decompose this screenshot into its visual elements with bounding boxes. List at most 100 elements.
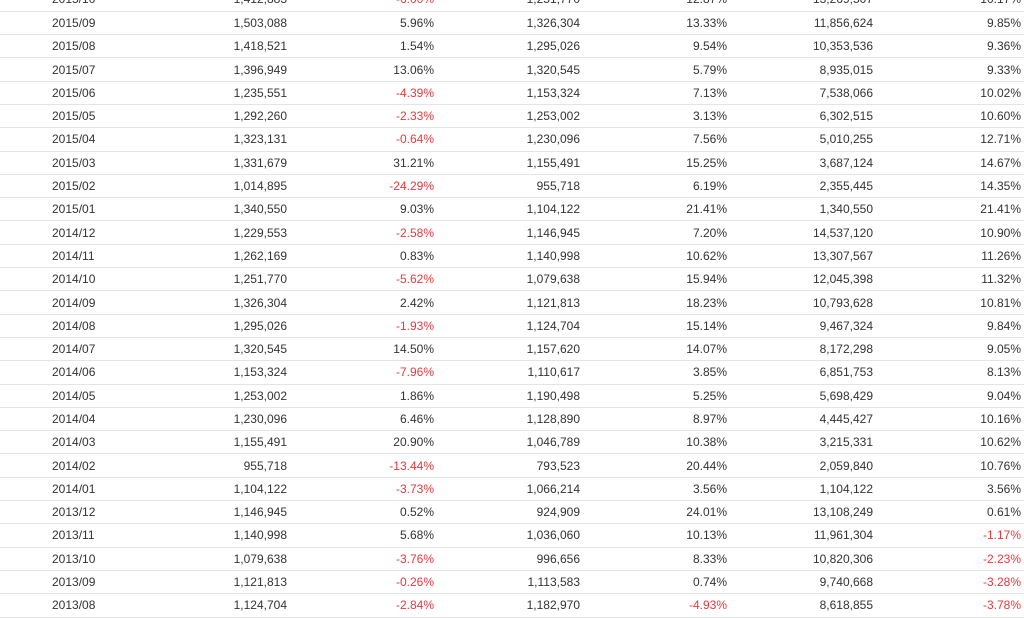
prior-year-value-cell: 1,320,545 bbox=[437, 57, 583, 82]
prior-year-value-cell: 1,190,498 bbox=[437, 384, 583, 408]
change-cell: -13.44% bbox=[290, 453, 437, 478]
cumulative-value-cell: 3,687,124 bbox=[730, 151, 876, 175]
cumulative-change-cell: 9.04% bbox=[876, 384, 1024, 408]
value-cell: 1,320,545 bbox=[145, 337, 290, 362]
change-cell: -6.00% bbox=[290, 0, 437, 12]
cumulative-value-cell: 5,010,255 bbox=[730, 127, 876, 152]
yoy-change-cell: 7.20% bbox=[583, 220, 730, 245]
prior-year-value-cell: 1,110,617 bbox=[437, 360, 583, 385]
value-cell: 1,331,679 bbox=[145, 151, 290, 175]
change-cell: -24.29% bbox=[290, 174, 437, 199]
value-cell: 1,104,122 bbox=[145, 477, 290, 502]
value-cell: 1,079,638 bbox=[145, 547, 290, 571]
yoy-change-cell: 15.14% bbox=[583, 314, 730, 338]
cumulative-change-cell: -3.78% bbox=[876, 593, 1024, 618]
change-cell: -2.33% bbox=[290, 104, 437, 129]
cumulative-change-cell: 3.56% bbox=[876, 477, 1024, 502]
cumulative-value-cell: 2,355,445 bbox=[730, 174, 876, 199]
month-cell: 2013/12 bbox=[0, 500, 145, 525]
yoy-change-cell: 10.13% bbox=[583, 523, 730, 548]
month-cell: 2015/09 bbox=[0, 11, 145, 36]
month-cell: 2015/07 bbox=[0, 57, 145, 82]
value-cell: 1,153,324 bbox=[145, 360, 290, 385]
yoy-change-cell: 0.74% bbox=[583, 570, 730, 595]
table-row: 2014/12 1,229,553 -2.58% 1,146,945 7.20% 14,5… bbox=[0, 220, 1024, 245]
value-cell: 955,718 bbox=[145, 453, 290, 478]
month-cell: 2014/04 bbox=[0, 407, 145, 432]
yoy-change-cell: 7.56% bbox=[583, 127, 730, 152]
table-row: 2014/01 1,104,122 -3.73% 1,066,214 3.56% 1,10… bbox=[0, 477, 1024, 502]
change-cell: -2.58% bbox=[290, 220, 437, 245]
value-cell: 1,292,260 bbox=[145, 104, 290, 129]
change-cell: 2.42% bbox=[290, 290, 437, 315]
cumulative-change-cell: 10.76% bbox=[876, 453, 1024, 478]
table-row: 2015/09 1,503,088 5.96% 1,326,304 13.33% 11,8… bbox=[0, 11, 1024, 36]
cumulative-value-cell: 6,302,515 bbox=[730, 104, 876, 129]
month-cell: 2014/11 bbox=[0, 244, 145, 269]
value-cell: 1,230,096 bbox=[145, 407, 290, 432]
table-row: 2014/08 1,295,026 -1.93% 1,124,704 15.14% 9,4… bbox=[0, 314, 1024, 338]
table-row: 2015/04 1,323,131 -0.64% 1,230,096 7.56% 5,01… bbox=[0, 127, 1024, 152]
yoy-change-cell: 18.23% bbox=[583, 290, 730, 315]
table-row: 2014/10 1,251,770 -5.62% 1,079,638 15.94% 12,… bbox=[0, 267, 1024, 292]
change-cell: 0.52% bbox=[290, 500, 437, 525]
cumulative-change-cell: 10.17% bbox=[876, 0, 1024, 12]
prior-year-value-cell: 793,523 bbox=[437, 453, 583, 478]
cumulative-change-cell: 14.35% bbox=[876, 174, 1024, 199]
yoy-change-cell: 5.79% bbox=[583, 57, 730, 82]
cumulative-value-cell: 12,045,398 bbox=[730, 267, 876, 292]
table-row: 2015/08 1,418,521 1.54% 1,295,026 9.54% 10,35… bbox=[0, 34, 1024, 59]
yoy-change-cell: 12.87% bbox=[583, 0, 730, 12]
yoy-change-cell: 3.13% bbox=[583, 104, 730, 129]
change-cell: 1.54% bbox=[290, 34, 437, 59]
cumulative-value-cell: 3,215,331 bbox=[730, 430, 876, 455]
cumulative-change-cell: 9.36% bbox=[876, 34, 1024, 59]
change-cell: -2.84% bbox=[290, 593, 437, 618]
cumulative-change-cell: 10.81% bbox=[876, 290, 1024, 315]
change-cell: 9.03% bbox=[290, 197, 437, 222]
cumulative-change-cell: 21.41% bbox=[876, 197, 1024, 222]
month-cell: 2015/01 bbox=[0, 197, 145, 222]
cumulative-value-cell: 5,698,429 bbox=[730, 384, 876, 408]
change-cell: 14.50% bbox=[290, 337, 437, 362]
prior-year-value-cell: 1,253,002 bbox=[437, 104, 583, 129]
table-row: 2015/06 1,235,551 -4.39% 1,153,324 7.13% 7,53… bbox=[0, 81, 1024, 105]
change-cell: -3.73% bbox=[290, 477, 437, 502]
value-cell: 1,262,169 bbox=[145, 244, 290, 269]
cumulative-change-cell: -3.28% bbox=[876, 570, 1024, 595]
value-cell: 1,396,949 bbox=[145, 57, 290, 82]
value-cell: 1,014,895 bbox=[145, 174, 290, 199]
prior-year-value-cell: 1,153,324 bbox=[437, 81, 583, 105]
month-cell: 2013/10 bbox=[0, 547, 145, 571]
value-cell: 1,121,813 bbox=[145, 570, 290, 595]
yoy-change-cell: 15.25% bbox=[583, 151, 730, 175]
yoy-change-cell: 9.54% bbox=[583, 34, 730, 59]
prior-year-value-cell: 1,124,704 bbox=[437, 314, 583, 338]
yoy-change-cell: 10.62% bbox=[583, 244, 730, 269]
prior-year-value-cell: 1,113,583 bbox=[437, 570, 583, 595]
value-cell: 1,146,945 bbox=[145, 500, 290, 525]
month-cell: 2015/03 bbox=[0, 151, 145, 175]
cumulative-change-cell: 8.13% bbox=[876, 360, 1024, 385]
value-cell: 1,229,553 bbox=[145, 220, 290, 245]
month-cell: 2015/06 bbox=[0, 81, 145, 105]
prior-year-value-cell: 1,046,789 bbox=[437, 430, 583, 455]
month-cell: 2015/05 bbox=[0, 104, 145, 129]
yoy-change-cell: 20.44% bbox=[583, 453, 730, 478]
prior-year-value-cell: 1,155,491 bbox=[437, 151, 583, 175]
cumulative-change-cell: 11.26% bbox=[876, 244, 1024, 269]
table-row: 2014/11 1,262,169 0.83% 1,140,998 10.62% 13,3… bbox=[0, 244, 1024, 269]
table-row: 2013/08 1,124,704 -2.84% 1,182,970 -4.93% 8,6… bbox=[0, 593, 1024, 618]
yoy-change-cell: 8.33% bbox=[583, 547, 730, 571]
value-cell: 1,295,026 bbox=[145, 314, 290, 338]
change-cell: 1.86% bbox=[290, 384, 437, 408]
cumulative-value-cell: 11,961,304 bbox=[730, 523, 876, 548]
prior-year-value-cell: 955,718 bbox=[437, 174, 583, 199]
month-cell: 2014/03 bbox=[0, 430, 145, 455]
change-cell: -0.64% bbox=[290, 127, 437, 152]
month-cell: 2014/06 bbox=[0, 360, 145, 385]
value-cell: 1,323,131 bbox=[145, 127, 290, 152]
change-cell: -4.39% bbox=[290, 81, 437, 105]
